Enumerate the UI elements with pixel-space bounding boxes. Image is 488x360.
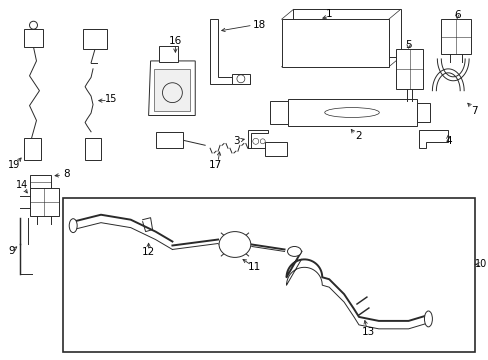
Text: 7: 7 (470, 105, 476, 116)
Text: 13: 13 (362, 327, 375, 337)
Bar (158, 46, 178, 62)
Text: 16: 16 (168, 36, 182, 46)
Bar (293, 9, 400, 57)
Text: 3: 3 (233, 136, 240, 146)
Text: 6: 6 (453, 10, 460, 20)
Bar (287, 99, 416, 126)
Bar (416, 103, 429, 122)
Text: 10: 10 (474, 259, 486, 269)
Bar (23, 138, 41, 160)
Bar (441, 19, 470, 54)
Polygon shape (269, 100, 287, 125)
Bar (85, 138, 101, 160)
Text: 11: 11 (247, 262, 261, 272)
Bar (281, 19, 388, 67)
Text: 1: 1 (325, 9, 332, 19)
Text: 17: 17 (208, 160, 221, 170)
Ellipse shape (69, 219, 77, 233)
Text: 15: 15 (104, 94, 117, 104)
Ellipse shape (324, 108, 379, 117)
Polygon shape (153, 69, 190, 111)
Polygon shape (418, 130, 447, 148)
Text: 14: 14 (16, 180, 28, 190)
Ellipse shape (287, 247, 301, 256)
Bar (264, 142, 286, 156)
Bar (83, 29, 107, 49)
Polygon shape (148, 61, 195, 116)
Text: 4: 4 (444, 136, 450, 146)
Text: 19: 19 (7, 160, 20, 170)
Bar (63, 198, 474, 352)
Text: 18: 18 (253, 20, 266, 30)
Ellipse shape (219, 231, 250, 257)
Polygon shape (210, 19, 249, 84)
Text: 9: 9 (8, 247, 15, 256)
Polygon shape (231, 74, 249, 84)
Bar (395, 49, 423, 89)
Text: 5: 5 (405, 40, 411, 50)
Text: 8: 8 (63, 169, 69, 179)
Bar (23, 29, 43, 47)
Text: 2: 2 (355, 131, 362, 141)
Bar (29, 175, 51, 189)
Polygon shape (247, 130, 267, 148)
Bar (29, 188, 59, 216)
Bar (155, 132, 183, 148)
Ellipse shape (424, 311, 431, 327)
Text: 12: 12 (142, 247, 155, 257)
